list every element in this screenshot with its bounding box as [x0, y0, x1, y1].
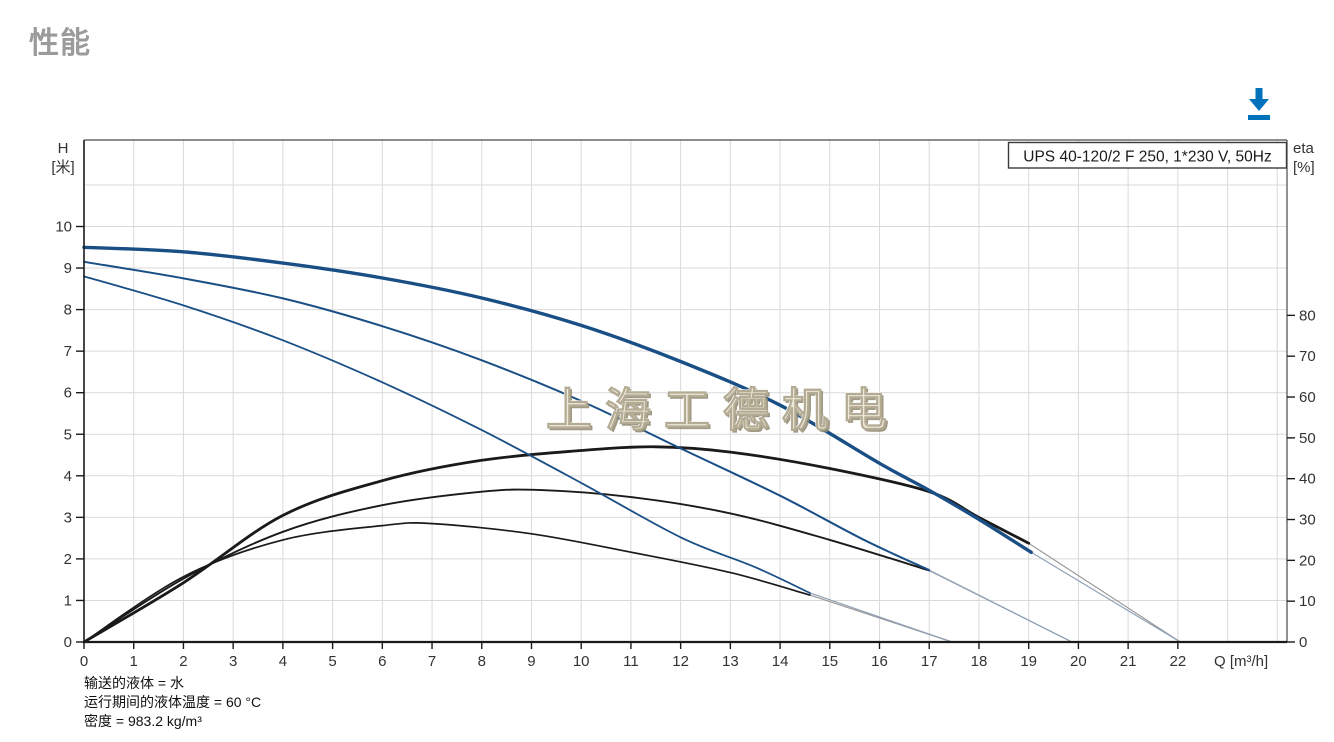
x-tick-label: 15 — [821, 653, 838, 670]
fluid-info: 输送的液体 = 水 运行期间的液体温度 = 60 °C 密度 = 983.2 k… — [84, 674, 261, 731]
y-left-axis-title: H — [58, 140, 69, 157]
speed-3-head-curve — [82, 245, 1033, 554]
x-tick-label: 1 — [130, 653, 138, 670]
y-right-tick-label: 40 — [1299, 471, 1316, 488]
y-left-tick-label: 5 — [64, 426, 72, 443]
x-tick-label: 7 — [428, 653, 436, 670]
y-left-tick-label: 8 — [64, 302, 72, 319]
speed-1-eta-curve — [83, 522, 811, 643]
speed-1-head-extension — [809, 592, 953, 643]
x-tick-label: 12 — [672, 653, 689, 670]
y-right-tick-label: 50 — [1299, 430, 1316, 447]
speed-3-head-extension — [1030, 551, 1181, 643]
x-tick-label: 11 — [623, 653, 639, 670]
x-tick-label: 9 — [527, 653, 535, 670]
svg-text:上海工德机电: 上海工德机电 — [548, 386, 902, 438]
x-tick-label: 5 — [328, 653, 336, 670]
x-tick-label: 22 — [1169, 653, 1186, 670]
y-right-tick-label: 80 — [1299, 307, 1316, 324]
speed-2-eta-curve — [83, 488, 931, 643]
speed-3-eta-extension — [1028, 542, 1181, 643]
y-right-tick-label: 10 — [1299, 593, 1316, 610]
svg-text:上海工德机电: 上海工德机电 — [546, 384, 900, 436]
plot-frame — [84, 139, 1288, 642]
speed-2-head-curve — [83, 260, 931, 572]
y-left-tick-label: 4 — [64, 468, 72, 485]
x-tick-label: 2 — [179, 653, 187, 670]
y-left-tick-label: 1 — [64, 592, 72, 609]
x-axis-title: Q [m³/h] — [1214, 653, 1268, 670]
y-left-axis-title: [米] — [51, 159, 74, 176]
tick-marks — [76, 225, 1295, 649]
y-left-tick-label: 6 — [64, 385, 72, 402]
fluid-info-line: 运行期间的液体温度 = 60 °C — [84, 694, 262, 710]
axis-titles: H [米] eta [%] Q [m³/h] — [51, 140, 1314, 670]
y-left-tick-label: 3 — [64, 509, 72, 526]
x-tick-label: 17 — [921, 653, 938, 670]
page-title: 性能 — [29, 27, 91, 60]
x-tick-label: 0 — [80, 653, 88, 670]
x-tick-label: 4 — [279, 653, 287, 670]
x-tick-label: 19 — [1020, 653, 1037, 670]
gridlines — [84, 140, 1287, 642]
y-right-tick-label: 60 — [1299, 389, 1316, 406]
download-icon — [1248, 88, 1270, 120]
y-left-tick-label: 9 — [64, 260, 72, 277]
y-left-tick-label: 10 — [55, 219, 72, 236]
y-left-tick-label: 2 — [64, 551, 72, 568]
pump-label: UPS 40-120/2 F 250, 1*230 V, 50Hz — [1023, 149, 1271, 166]
x-tick-label: 3 — [229, 653, 237, 670]
y-right-axis-title: [%] — [1293, 159, 1315, 176]
tick-labels: 0 1 2 3 4 5 6 7 8 9 10 11 12 13 14 15 16 17 18 19 20 21 220123… — [55, 219, 1315, 671]
x-tick-label: 20 — [1070, 653, 1087, 670]
fluid-info-line: 密度 = 983.2 kg/m³ — [84, 713, 202, 729]
speed-2-head-extension — [928, 569, 1073, 643]
y-left-tick-label: 7 — [64, 343, 72, 360]
x-tick-label: 10 — [573, 653, 590, 670]
y-right-tick-label: 0 — [1299, 634, 1307, 651]
y-right-tick-label: 20 — [1299, 552, 1316, 569]
x-tick-label: 16 — [871, 653, 888, 670]
fluid-info-line: 输送的液体 = 水 — [84, 675, 184, 691]
curves — [82, 245, 1181, 644]
pump-label-box: UPS 40-120/2 F 250, 1*230 V, 50Hz — [1007, 141, 1288, 169]
x-tick-label: 13 — [722, 653, 739, 670]
download-button[interactable] — [1245, 86, 1273, 124]
y-right-axis-title: eta — [1293, 140, 1315, 157]
x-tick-label: 18 — [971, 653, 988, 670]
y-left-tick-label: 0 — [64, 634, 72, 651]
y-right-tick-label: 30 — [1299, 512, 1316, 529]
svg-text:上海工德机电: 上海工德机电 — [545, 383, 899, 435]
x-tick-label: 14 — [772, 653, 789, 670]
x-tick-label: 8 — [478, 653, 486, 670]
speed-1-head-curve — [83, 275, 811, 594]
x-tick-label: 21 — [1120, 653, 1137, 670]
speed-3-eta-curve — [82, 445, 1031, 644]
y-right-tick-label: 70 — [1299, 348, 1316, 365]
x-tick-label: 6 — [378, 653, 386, 670]
